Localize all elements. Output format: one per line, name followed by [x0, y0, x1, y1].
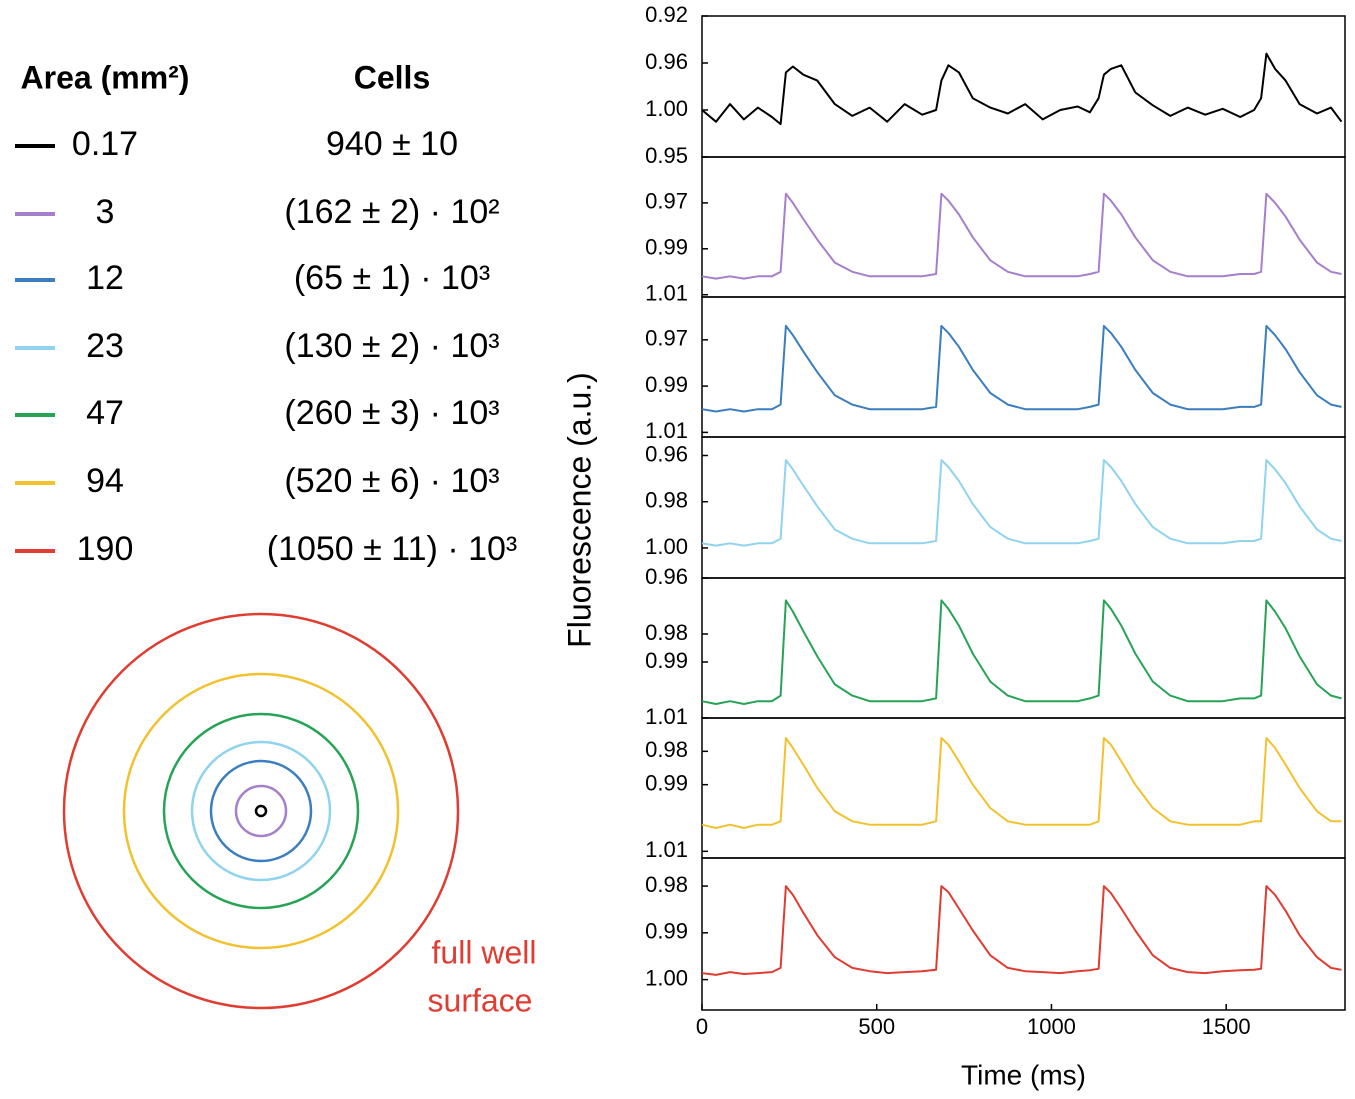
panel-frame	[701, 857, 1346, 1011]
annotation: full well	[432, 934, 537, 970]
y-tick-label: 0.97	[645, 189, 688, 214]
legend-cells: (130 ± 2) · 10³	[284, 327, 499, 365]
trace	[701, 324, 1342, 413]
y-tick-label: 1.01	[645, 281, 688, 306]
y-tick-label: 1.00	[645, 965, 688, 990]
y-tick-label: 0.99	[645, 648, 688, 673]
well-circle	[162, 712, 360, 910]
y-tick-label: 0.99	[645, 770, 688, 795]
x-tick-label: 1000	[1027, 1014, 1076, 1039]
legend-cells: 940 ± 10	[326, 125, 458, 163]
legend-area: 12	[86, 259, 124, 297]
y-tick-label: 0.98	[645, 737, 688, 762]
well-circle	[209, 759, 313, 863]
y-tick-label: 0.96	[645, 441, 688, 466]
y-tick-label: 0.92	[645, 2, 688, 27]
y-tick-label: 1.00	[645, 534, 688, 559]
y-axis-label: Fluorescence (a.u.)	[561, 372, 597, 648]
legend-cells: (1050 ± 11) · 10³	[267, 530, 517, 568]
legend-area: 47	[86, 394, 124, 432]
panel-frame	[701, 15, 1346, 158]
y-tick-label: 0.98	[645, 620, 688, 645]
y-tick-label: 0.99	[645, 372, 688, 397]
y-tick-label: 0.97	[645, 326, 688, 351]
y-tick-label: 0.95	[645, 143, 688, 168]
annotation: surface	[428, 982, 533, 1018]
x-tick-label: 1500	[1202, 1014, 1251, 1039]
panel-frame	[701, 577, 1346, 719]
y-tick-label: 1.01	[645, 704, 688, 729]
legend-area: 3	[96, 193, 115, 231]
y-tick-label: 1.00	[645, 96, 688, 121]
trace	[701, 459, 1342, 547]
legend-cells: (520 ± 6) · 10³	[284, 462, 499, 500]
x-tick-label: 0	[696, 1014, 708, 1039]
legend-cells: (162 ± 2) · 10²	[284, 193, 499, 231]
legend-cells: (260 ± 3) · 10³	[284, 394, 499, 432]
legend-header: Area (mm²)	[21, 59, 190, 95]
x-axis-label: Time (ms)	[961, 1059, 1086, 1090]
y-tick-label: 0.99	[645, 235, 688, 260]
trace	[701, 192, 1342, 280]
y-tick-label: 1.01	[645, 837, 688, 862]
well-circle	[254, 804, 268, 818]
panel-frame	[701, 296, 1346, 438]
y-tick-label: 0.98	[645, 488, 688, 513]
y-tick-label: 0.96	[645, 564, 688, 589]
well-circle	[190, 740, 332, 882]
y-tick-label: 0.99	[645, 919, 688, 944]
well-circle	[234, 784, 288, 838]
well-circle	[62, 612, 460, 1010]
legend-cells: (65 ± 1) · 10³	[294, 259, 490, 297]
panel-frame	[701, 436, 1346, 579]
legend-header: Cells	[354, 59, 430, 95]
well-circle	[122, 672, 400, 950]
legend-area: 94	[86, 462, 124, 500]
y-tick-label: 0.96	[645, 49, 688, 74]
trace	[701, 599, 1342, 705]
y-tick-label: 1.01	[645, 418, 688, 443]
legend-area: 0.17	[72, 125, 138, 163]
trace	[701, 52, 1343, 126]
legend-area: 23	[86, 327, 124, 365]
legend-area: 190	[77, 530, 134, 568]
panel-frame	[701, 717, 1346, 859]
trace	[701, 885, 1342, 976]
x-tick-label: 500	[858, 1014, 895, 1039]
y-tick-label: 0.98	[645, 872, 688, 897]
trace	[701, 737, 1342, 829]
